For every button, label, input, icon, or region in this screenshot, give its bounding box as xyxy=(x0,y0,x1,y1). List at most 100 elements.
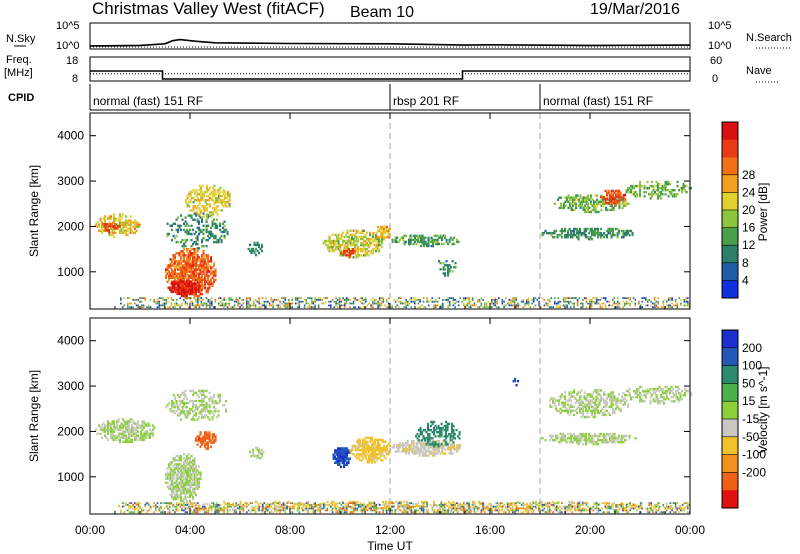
power-cell xyxy=(634,191,637,194)
power-cell xyxy=(188,284,191,287)
velocity-cell xyxy=(192,406,195,409)
power-speckle-cell xyxy=(566,306,568,309)
power-cell xyxy=(636,184,639,188)
velocity-cell xyxy=(428,439,431,442)
velocity-cell xyxy=(193,459,196,462)
velocity-cell xyxy=(604,413,607,417)
power-cell xyxy=(634,184,637,188)
velocity-cell xyxy=(208,439,211,442)
power-cell xyxy=(221,194,224,198)
velocity-cell xyxy=(107,438,110,442)
velocity-cell xyxy=(335,449,338,452)
velocity-cell xyxy=(189,487,192,491)
power-cell xyxy=(178,276,181,279)
power-cell xyxy=(189,270,192,273)
velocity-cell xyxy=(354,455,357,458)
power-cell xyxy=(180,224,183,227)
power-cell xyxy=(108,221,111,224)
power-cell xyxy=(183,274,186,277)
power-speckle-cell xyxy=(209,300,211,303)
power-speckle-cell xyxy=(281,302,283,305)
velocity-cell xyxy=(199,445,202,448)
power-speckle-cell xyxy=(645,304,647,307)
velocity-cell xyxy=(111,438,114,442)
power-cell xyxy=(666,182,669,186)
power-speckle-cell xyxy=(263,300,266,303)
power-cell xyxy=(207,290,210,294)
power-cell xyxy=(570,198,573,201)
velocity-cell xyxy=(451,428,454,432)
power-speckle-cell xyxy=(158,304,161,307)
power-cell xyxy=(172,222,175,225)
power-cell xyxy=(605,208,608,212)
power-cell xyxy=(558,233,561,237)
velocity-cell xyxy=(183,397,186,401)
velocity-cell xyxy=(374,455,377,458)
velocity-cell xyxy=(571,395,574,398)
power-cell xyxy=(352,239,355,243)
velocity-cell xyxy=(577,434,580,438)
power-speckle-cell xyxy=(120,302,122,305)
power-cell xyxy=(343,243,346,247)
velocity-cell xyxy=(607,432,610,436)
velocity-cell xyxy=(456,450,459,453)
power-cell xyxy=(165,276,168,279)
power-cell xyxy=(191,190,194,194)
power-speckle-cell xyxy=(246,302,248,305)
power-speckle-cell xyxy=(380,300,383,303)
velocity-cell xyxy=(192,401,195,405)
power-cell xyxy=(199,262,202,265)
velocity-cell xyxy=(190,461,193,464)
velocity-cell xyxy=(597,391,600,394)
velocity-cell xyxy=(586,399,589,402)
velocity-cell xyxy=(576,438,579,442)
velocity-cell xyxy=(438,450,441,453)
velocity-cell xyxy=(359,459,362,462)
velocity-cell xyxy=(415,444,418,447)
power-cell xyxy=(597,202,600,205)
power-speckle-cell xyxy=(127,297,129,299)
velocity-cell xyxy=(137,420,140,423)
velocity-cell xyxy=(191,502,194,506)
velocity-cell xyxy=(403,450,406,453)
velocity-cell xyxy=(193,467,196,470)
power-speckle-cell xyxy=(253,300,255,303)
velocity-cell xyxy=(660,394,663,397)
velocity-cell xyxy=(255,446,258,449)
velocity-cell xyxy=(117,434,120,437)
velocity-cell xyxy=(211,397,214,401)
power-cell xyxy=(216,226,219,230)
power-cell xyxy=(586,227,589,231)
power-speckle-cell xyxy=(484,304,486,307)
power-cell xyxy=(577,236,580,239)
power-speckle-cell xyxy=(576,304,579,307)
velocity-cell xyxy=(126,420,129,423)
velocity-cell xyxy=(588,405,591,408)
power-cell xyxy=(213,188,216,192)
power-cell xyxy=(205,228,208,232)
power-speckle-cell xyxy=(170,304,173,307)
velocity-cell xyxy=(360,453,363,456)
power-speckle-cell xyxy=(524,304,526,307)
velocity-cell xyxy=(178,414,181,417)
power-cell xyxy=(194,284,197,287)
velocity-cell xyxy=(427,437,430,440)
velocity-cell xyxy=(110,424,113,427)
velocity-cell xyxy=(144,430,147,433)
velocity-cell xyxy=(583,432,586,436)
power-cell xyxy=(386,229,389,233)
power-speckle-cell xyxy=(223,297,225,299)
power-speckle-cell xyxy=(639,306,642,309)
velocity-cell xyxy=(207,433,210,436)
velocity-cell xyxy=(350,448,353,452)
velocity-cell xyxy=(450,450,453,453)
power-cell xyxy=(633,193,636,196)
velocity-cell xyxy=(690,392,693,395)
power-speckle-cell xyxy=(613,297,616,299)
power-cell xyxy=(577,229,580,233)
power-cell xyxy=(217,240,220,244)
power-cell xyxy=(600,233,603,237)
velocity-cell xyxy=(171,475,174,478)
power-cell xyxy=(193,260,196,263)
power-speckle-cell xyxy=(440,306,442,309)
